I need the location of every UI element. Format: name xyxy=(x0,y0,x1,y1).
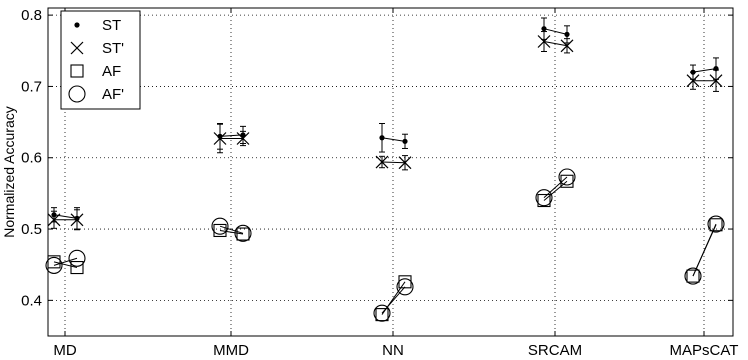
axis-ticks: 0.4 0.5 0.6 0.7 0.8 MD MMD NN SRCAM MAPsCAT xyxy=(21,7,738,359)
data-point xyxy=(707,215,725,233)
series-2 xyxy=(47,31,723,231)
series-1 xyxy=(51,17,719,230)
marker-stroke xyxy=(375,155,389,169)
marker-stroke xyxy=(709,74,723,88)
data-point xyxy=(560,39,574,53)
series-connector xyxy=(543,41,568,47)
y-axis-title: Normalized Accuracy xyxy=(1,106,17,238)
data-point xyxy=(47,213,61,227)
data-point xyxy=(213,132,227,145)
y-tick-label: 0.7 xyxy=(21,78,42,95)
marker-stroke xyxy=(213,132,227,145)
data-point xyxy=(686,74,700,88)
series-connector xyxy=(381,286,406,314)
data-point xyxy=(686,269,700,283)
y-tick-label: 0.6 xyxy=(21,150,42,167)
data-marks xyxy=(45,17,725,322)
legend-label: AF' xyxy=(102,86,124,103)
x-tick-label: SRCAM xyxy=(528,342,582,359)
data-point xyxy=(396,278,414,296)
data-point xyxy=(558,168,576,186)
marker-stroke xyxy=(70,213,84,227)
series-connector xyxy=(692,68,717,73)
data-point xyxy=(379,135,385,141)
data-point xyxy=(537,35,551,48)
series-3 xyxy=(47,174,723,322)
series-connector xyxy=(543,28,568,35)
legend-marker xyxy=(74,22,80,28)
x-tick-label: NN xyxy=(382,342,404,359)
series-connector xyxy=(381,137,406,142)
data-point xyxy=(211,217,229,235)
series-connector xyxy=(381,161,406,164)
series-connector xyxy=(219,229,244,235)
data-point xyxy=(70,213,84,227)
series-connector xyxy=(53,257,78,266)
legend-label: ST' xyxy=(102,40,124,57)
plot-frame xyxy=(47,7,734,337)
data-point xyxy=(537,193,551,208)
x-tick-label: MD xyxy=(53,342,76,359)
data-point xyxy=(213,223,227,238)
legend: ST ST' AF AF' xyxy=(60,10,141,110)
data-point xyxy=(709,74,723,88)
series-connector xyxy=(219,225,244,234)
legend-marker xyxy=(70,41,84,55)
data-point xyxy=(564,31,570,37)
data-point xyxy=(47,255,61,269)
data-point xyxy=(375,155,389,169)
data-point xyxy=(70,260,84,275)
data-point xyxy=(236,227,250,241)
x-tick-label: MMD xyxy=(213,342,249,359)
data-point xyxy=(541,26,547,32)
marker-stroke xyxy=(686,74,700,88)
data-point xyxy=(375,308,389,322)
legend-marker xyxy=(68,85,86,103)
data-point xyxy=(234,224,252,242)
data-point xyxy=(402,138,408,144)
marker-stroke xyxy=(560,39,574,53)
marker-stroke xyxy=(537,35,551,48)
legend-box xyxy=(60,10,141,110)
data-point xyxy=(45,256,63,274)
data-point xyxy=(684,267,702,285)
y-tick-label: 0.5 xyxy=(21,221,42,238)
data-point xyxy=(373,304,391,322)
legend-label: AF xyxy=(102,63,121,80)
grid xyxy=(48,8,733,336)
series-connector xyxy=(692,223,717,277)
data-point xyxy=(560,174,574,188)
data-point xyxy=(709,218,723,232)
marker-stroke xyxy=(47,213,61,227)
series-connector xyxy=(543,176,568,199)
marker-stroke xyxy=(398,156,412,170)
data-point xyxy=(68,249,86,267)
x-tick-label: MAPsCAT xyxy=(670,342,739,359)
marker-stroke xyxy=(70,41,84,55)
data-point xyxy=(398,156,412,170)
y-tick-label: 0.8 xyxy=(21,7,42,24)
marker-stroke xyxy=(236,132,250,145)
data-point xyxy=(236,132,250,145)
y-tick-label: 0.4 xyxy=(21,292,42,309)
legend-label: ST xyxy=(102,17,121,34)
data-point xyxy=(535,189,553,207)
series-connector xyxy=(53,261,78,269)
legend-marker xyxy=(70,64,84,78)
series-4 xyxy=(45,168,725,322)
